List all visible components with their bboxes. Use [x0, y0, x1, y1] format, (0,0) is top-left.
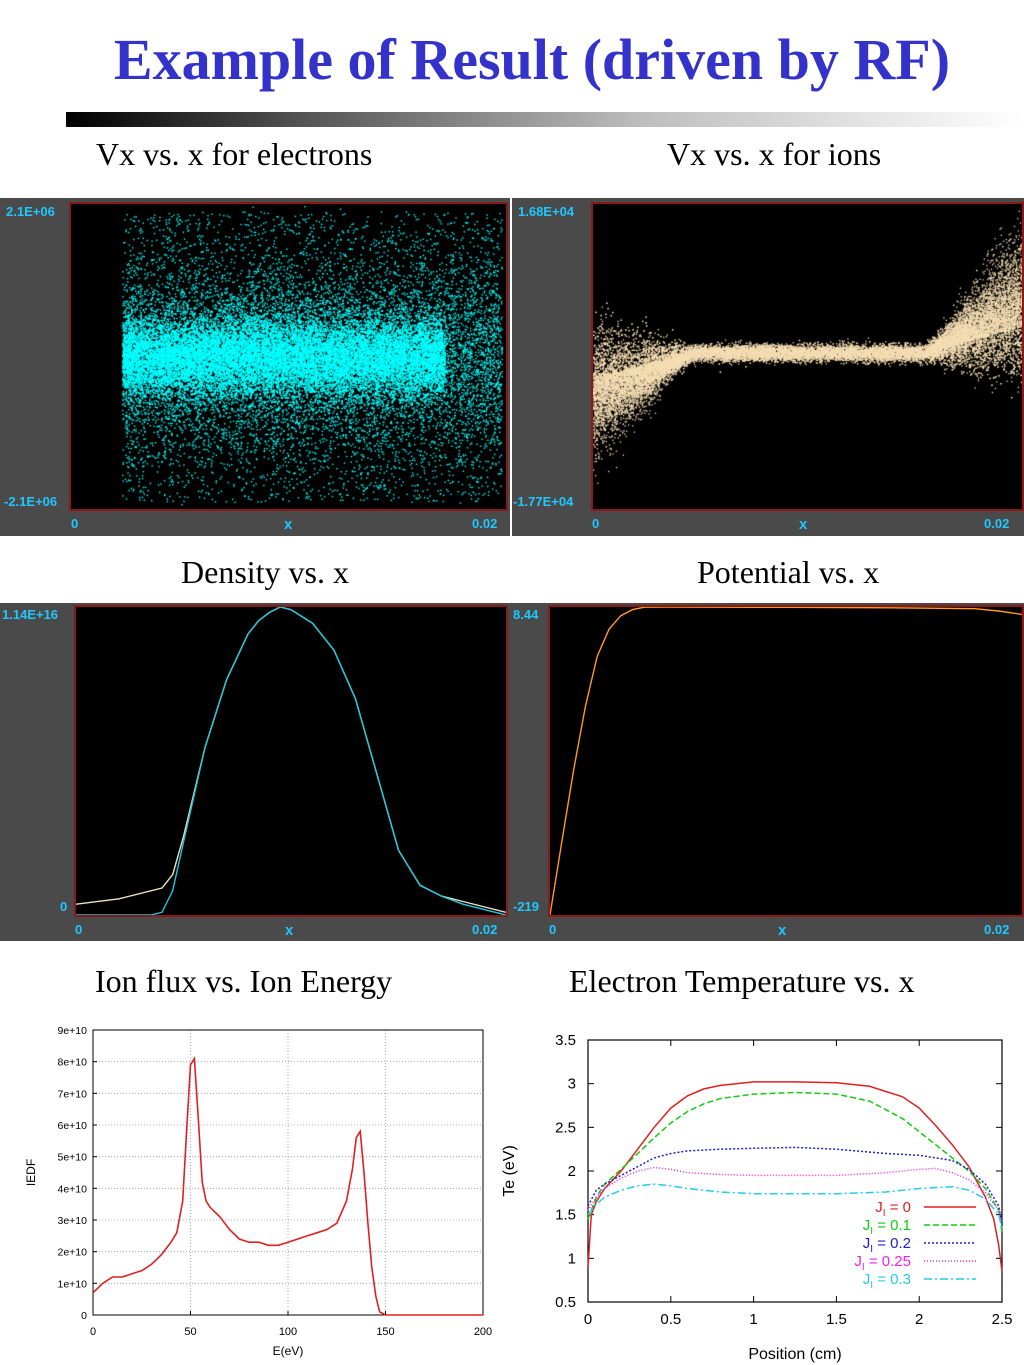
- ions-scatter-canvas: [593, 204, 1022, 509]
- x-axis-label: x: [799, 516, 808, 533]
- caption-potential: Potential vs. x: [697, 554, 880, 590]
- te-series-line-2: [587, 1146, 1003, 1224]
- potential-plot-area: [548, 605, 1024, 917]
- legend-label-4: JI = 0.3: [863, 1271, 911, 1291]
- caption-density: Density vs. x: [181, 554, 349, 590]
- x-tick-label: 0.5: [660, 1311, 681, 1328]
- y-tick-label: 3: [568, 1076, 576, 1093]
- x-axis-label: x: [778, 922, 787, 939]
- series-group: [549, 606, 1023, 916]
- density-panel: 1.14E+16 0 0 x 0.02: [0, 603, 510, 941]
- iedf-series-line-0: [92, 1055, 483, 1316]
- y-tick-label: 3e+10: [58, 1215, 88, 1227]
- series-group: [75, 606, 507, 916]
- x-tick-label: 2.5: [992, 1311, 1013, 1328]
- caption-electron-temperature: Electron Temperature vs. x: [569, 963, 915, 999]
- legend-label-0: JI = 0: [875, 1199, 911, 1219]
- y-top-label: 2.1E+06: [6, 204, 55, 219]
- x-left-label: 0: [71, 516, 79, 531]
- y-top-label: 8.44: [513, 607, 539, 622]
- potential-line-svg: [549, 606, 1023, 916]
- legend-label-2: JI = 0.2: [863, 1235, 911, 1255]
- y-axis-title: IEDF: [24, 1159, 38, 1186]
- electrons-vx-panel: 2.1E+06 -2.1E+06 0 x 0.02: [0, 198, 510, 536]
- x-left-label: 0: [549, 922, 557, 937]
- x-right-label: 0.02: [984, 516, 1010, 531]
- x-tick-label: 1: [749, 1311, 757, 1328]
- title-underline: [66, 112, 1024, 127]
- plot-frame: [587, 1039, 1003, 1303]
- y-tick-label: 1e+10: [58, 1278, 88, 1290]
- y-tick-label: 2e+10: [58, 1247, 88, 1259]
- legend-label-3: JI = 0.25: [854, 1253, 911, 1273]
- electrons-vx-plot-area: [69, 202, 508, 511]
- x-tick-label: 50: [184, 1326, 196, 1338]
- x-left-label: 0: [75, 922, 83, 937]
- plot-frame: [92, 1029, 484, 1316]
- x-tick-label: 100: [279, 1326, 297, 1338]
- x-axis-label: x: [284, 516, 293, 533]
- y-tick-label: 2: [568, 1163, 576, 1180]
- legend-label-1: JI = 0.1: [863, 1217, 911, 1237]
- caption-electrons-vx: Vx vs. x for electrons: [96, 136, 373, 172]
- x-tick-label: 0: [584, 1311, 592, 1328]
- series-line-0: [75, 606, 507, 913]
- density-line-svg: [75, 606, 507, 916]
- y-tick-label: 5e+10: [58, 1152, 88, 1164]
- series-line-0: [549, 606, 1023, 916]
- y-tick-label: 2.5: [555, 1119, 576, 1136]
- y-tick-label: 9e+10: [58, 1025, 88, 1037]
- x-tick-label: 200: [474, 1326, 492, 1338]
- y-top-label: 1.68E+04: [518, 204, 575, 219]
- density-plot-area: [74, 605, 508, 917]
- potential-panel: 8.44 -219 0 x 0.02: [510, 603, 1024, 941]
- y-tick-label: 4e+10: [58, 1183, 88, 1195]
- x-right-label: 0.02: [472, 922, 498, 937]
- caption-ion-flux: Ion flux vs. Ion Energy: [95, 963, 393, 999]
- te-series-line-4: [587, 1183, 1003, 1228]
- x-left-label: 0: [592, 516, 600, 531]
- y-bottom-label: -2.1E+06: [4, 494, 58, 509]
- te-series-line-0: [587, 1081, 1003, 1272]
- y-bottom-label: 0: [60, 899, 68, 914]
- x-right-label: 0.02: [472, 516, 498, 531]
- x-right-label: 0.02: [984, 922, 1010, 937]
- series-line-1: [76, 606, 507, 916]
- electrons-scatter-canvas: [71, 204, 506, 509]
- caption-ions-vx: Vx vs. x for ions: [667, 136, 882, 172]
- x-axis-label: x: [285, 922, 294, 939]
- electron-temperature-chart: 0 0.5 1 1.5 2 2.50.511.522.533.5JI = 0JI = 0.…: [501, 1032, 1013, 1363]
- y-tick-label: 7e+10: [58, 1088, 88, 1100]
- x-tick-label: 0: [90, 1326, 96, 1338]
- x-tick-label: 1.5: [826, 1311, 847, 1328]
- y-tick-label: 3.5: [555, 1032, 576, 1049]
- x-axis-title: E(eV): [273, 1344, 304, 1358]
- ions-vx-panel: 1.68E+04 -1.77E+04 0 x 0.02: [512, 198, 1024, 536]
- y-tick-label: 8e+10: [58, 1057, 88, 1069]
- y-tick-label: 0.5: [555, 1294, 576, 1311]
- y-top-label: 1.14E+16: [2, 607, 59, 622]
- y-bottom-label: -1.77E+04: [513, 494, 574, 509]
- x-tick-label: 2: [915, 1311, 923, 1328]
- page-title: Example of Result (driven by RF): [113, 27, 951, 92]
- y-tick-label: 0: [81, 1310, 87, 1322]
- y-tick-label: 6e+10: [58, 1120, 88, 1132]
- x-axis-title: Position (cm): [748, 1346, 841, 1363]
- y-tick-label: 1.5: [555, 1207, 576, 1224]
- iedf-chart: 0 50 100 150 200 0 1e+10 2e+10 3e+10 4e+10 5e+10 6e…: [24, 1025, 492, 1358]
- x-tick-label: 150: [376, 1326, 394, 1338]
- y-axis-title: Te (eV): [501, 1145, 518, 1197]
- ions-vx-plot-area: [591, 202, 1024, 511]
- y-bottom-label: -219: [513, 899, 540, 914]
- te-series-line-3: [587, 1166, 1003, 1224]
- y-tick-label: 1: [568, 1250, 576, 1267]
